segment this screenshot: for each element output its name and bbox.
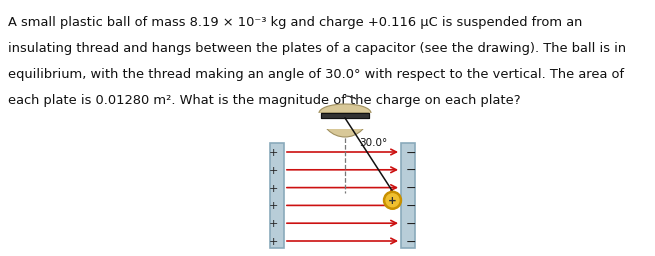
Text: +: +	[269, 166, 278, 176]
Bar	[321, 113, 369, 118]
Text: A small plastic ball of mass 8.19 × 10⁻³ kg and charge +0.116 μC is suspended fr: A small plastic ball of mass 8.19 × 10⁻³…	[8, 16, 582, 29]
Wedge shape	[321, 113, 369, 137]
Text: −: −	[405, 218, 416, 231]
Text: +: +	[269, 237, 278, 247]
Text: 30.0°: 30.0°	[359, 138, 387, 148]
Text: +: +	[269, 148, 278, 158]
Text: insulating thread and hangs between the plates of a capacitor (see the drawing).: insulating thread and hangs between the …	[8, 42, 626, 55]
Text: −: −	[405, 200, 416, 213]
Text: −: −	[405, 182, 416, 195]
Bar	[321, 113, 369, 118]
Bar	[401, 143, 415, 248]
Circle shape	[386, 194, 399, 207]
Ellipse shape	[319, 104, 371, 122]
Text: −: −	[405, 164, 416, 177]
Bar	[270, 143, 284, 248]
Text: +: +	[269, 184, 278, 194]
Text: equilibrium, with the thread making an angle of 30.0° with respect to the vertic: equilibrium, with the thread making an a…	[8, 68, 624, 81]
Text: −: −	[405, 236, 416, 249]
Text: each plate is 0.01280 m². What is the magnitude of the charge on each plate?: each plate is 0.01280 m². What is the ma…	[8, 94, 521, 107]
Text: +: +	[269, 219, 278, 229]
Text: +: +	[269, 201, 278, 211]
Bar	[317, 113, 373, 129]
Text: +: +	[388, 196, 397, 206]
Text: −: −	[405, 146, 416, 159]
Circle shape	[383, 191, 402, 209]
